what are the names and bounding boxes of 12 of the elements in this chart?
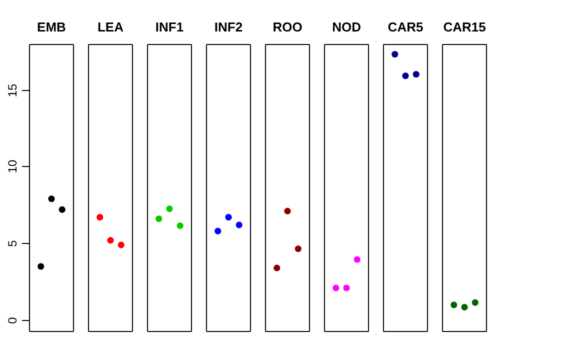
y-tick-label: 5 xyxy=(5,240,20,247)
x-tick-label: EMB xyxy=(37,19,66,34)
x-tick-label: ROO xyxy=(272,19,302,34)
y-tick-label: 15 xyxy=(5,84,20,98)
y-tick-label: 10 xyxy=(5,160,20,174)
x-tick-label: LEA xyxy=(97,19,124,34)
x-tick-label: INF1 xyxy=(155,19,184,34)
x-tick-label: CAR5 xyxy=(388,19,424,34)
y-tick-label: 0 xyxy=(5,316,20,324)
x-tick-label: INF2 xyxy=(214,19,243,34)
x-tick-label: CAR15 xyxy=(443,19,486,34)
x-tick-label: NOD xyxy=(332,19,361,34)
